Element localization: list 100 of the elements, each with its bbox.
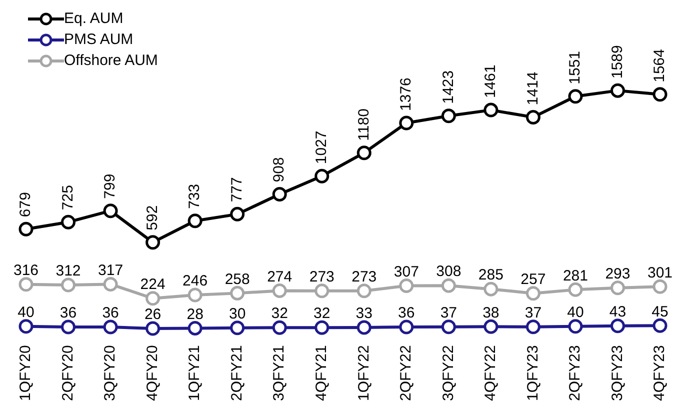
data-label: 312 <box>56 262 81 280</box>
x-tick-label: 2QFY22 <box>398 345 415 402</box>
data-label: 1027 <box>313 130 330 164</box>
point <box>103 320 118 334</box>
point <box>188 288 202 302</box>
data-label: 33 <box>356 305 372 322</box>
point <box>652 279 668 294</box>
point <box>652 318 668 333</box>
point <box>526 286 540 301</box>
point <box>568 282 583 297</box>
x-tick-label: 2QFY20 <box>59 345 76 402</box>
point <box>230 320 245 336</box>
point <box>399 116 414 130</box>
data-label: 274 <box>267 268 292 286</box>
x-tick-label: 1QFY23 <box>524 345 542 402</box>
data-label: 316 <box>13 262 39 279</box>
x-tick-label: 2QFY23 <box>566 345 584 402</box>
legend-label: Offshore AUM <box>64 52 158 69</box>
point <box>441 278 456 293</box>
data-label: 293 <box>605 266 630 282</box>
point <box>484 282 498 296</box>
data-label: 1180 <box>355 108 372 141</box>
data-label: 257 <box>520 270 546 288</box>
data-label: 1564 <box>651 49 668 82</box>
x-tick-label: 3QFY21 <box>270 345 288 402</box>
data-label: 38 <box>482 304 500 322</box>
data-label: 36 <box>398 304 415 322</box>
data-label: 317 <box>98 262 124 279</box>
data-label: 40 <box>18 304 34 322</box>
data-label: 777 <box>228 177 246 202</box>
point <box>103 204 118 218</box>
point <box>61 278 76 292</box>
x-tick-label: 2QFY21 <box>228 345 246 402</box>
x-tick-label: 3QFY20 <box>102 345 119 402</box>
data-label: 733 <box>186 184 204 209</box>
data-label: 37 <box>524 304 542 322</box>
point <box>610 318 625 334</box>
x-tick-label: 4QFY23 <box>651 345 668 402</box>
point <box>146 235 160 250</box>
point <box>484 319 498 334</box>
data-label: 592 <box>144 205 161 230</box>
x-tick-label: 1QFY22 <box>355 345 372 402</box>
data-label: 40 <box>567 304 584 322</box>
point <box>441 320 456 334</box>
point <box>484 102 498 118</box>
data-label: 308 <box>436 263 462 280</box>
x-tick-label: 4QFY22 <box>482 345 500 402</box>
data-label: 246 <box>182 272 208 290</box>
x-tick-label: 1QFY21 <box>186 345 204 402</box>
data-label: 1461 <box>482 64 500 98</box>
data-label: 224 <box>140 276 166 294</box>
data-label: 307 <box>394 263 419 280</box>
point <box>18 319 34 334</box>
data-label: 1551 <box>566 50 584 84</box>
point <box>272 320 287 335</box>
x-tick-label: 4QFY20 <box>144 345 161 402</box>
legend-label: PMS AUM <box>64 31 134 48</box>
data-label: 37 <box>440 304 458 322</box>
data-label: 285 <box>478 266 504 284</box>
point <box>230 206 245 222</box>
point <box>272 186 287 202</box>
point <box>568 89 583 104</box>
point <box>272 284 287 298</box>
point <box>103 276 118 292</box>
data-label: 301 <box>647 264 673 282</box>
data-label: 258 <box>224 270 250 288</box>
point <box>356 284 372 298</box>
data-label: 1589 <box>608 45 626 79</box>
point <box>399 278 414 293</box>
point <box>146 321 160 336</box>
point <box>188 214 202 228</box>
point <box>610 280 625 296</box>
data-label: 1423 <box>440 70 457 104</box>
x-tick-label: 3QFY22 <box>440 345 457 402</box>
point <box>61 214 76 230</box>
data-label: 1414 <box>524 72 542 106</box>
point <box>610 83 625 98</box>
point <box>314 168 330 184</box>
legend-label: Eq. AUM <box>64 10 124 27</box>
data-label: 799 <box>102 174 119 199</box>
point <box>18 277 34 292</box>
data-label: 36 <box>102 304 119 322</box>
point <box>568 319 583 334</box>
point <box>652 87 668 102</box>
point <box>314 320 330 335</box>
point <box>188 320 202 336</box>
data-label: 725 <box>59 185 76 210</box>
point <box>399 320 414 334</box>
data-label: 28 <box>186 306 204 323</box>
data-label: 36 <box>60 304 77 322</box>
point <box>146 291 160 306</box>
point <box>356 320 372 335</box>
data-label: 273 <box>309 268 334 286</box>
data-label: 679 <box>17 192 34 218</box>
x-tick-label: 1QFY20 <box>17 345 34 402</box>
data-label: 32 <box>271 305 288 322</box>
point <box>441 108 456 124</box>
x-tick-label: 3QFY23 <box>608 345 626 402</box>
data-label: 45 <box>652 303 668 320</box>
data-label: 281 <box>562 267 588 284</box>
